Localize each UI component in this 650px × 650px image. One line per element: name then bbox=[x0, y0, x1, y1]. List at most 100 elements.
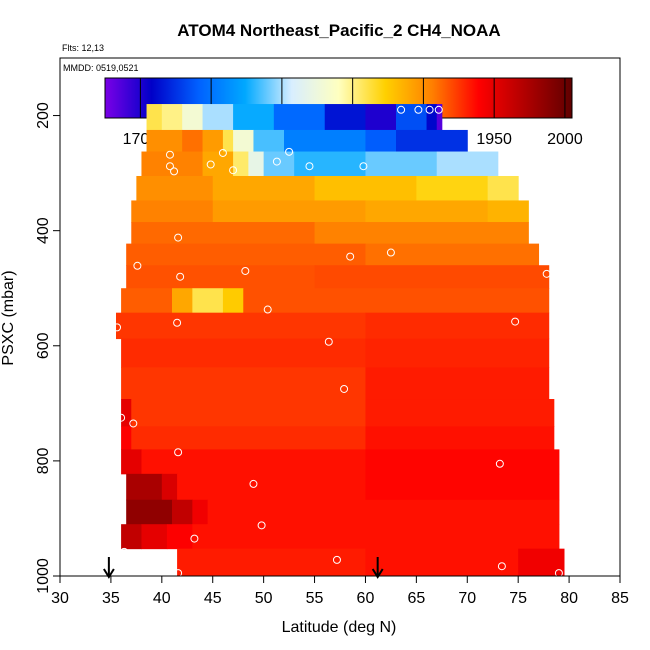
heatmap-cell bbox=[121, 288, 173, 314]
heatmap-cell bbox=[207, 499, 560, 525]
sample-point bbox=[397, 105, 406, 114]
heatmap-cell bbox=[141, 449, 366, 475]
sample-point bbox=[305, 162, 314, 171]
heatmap-cell bbox=[365, 200, 489, 223]
sample-point bbox=[176, 272, 185, 281]
sample-points bbox=[113, 105, 563, 578]
sample-point bbox=[386, 248, 395, 257]
sample-point bbox=[542, 269, 551, 278]
heatmap-cell bbox=[126, 265, 316, 289]
sample-point bbox=[229, 166, 238, 175]
sample-point bbox=[263, 305, 272, 314]
heatmap-cell bbox=[161, 473, 178, 501]
x-tick-label: 80 bbox=[560, 590, 578, 607]
heatmap-cell bbox=[192, 524, 560, 550]
sample-point bbox=[359, 162, 368, 171]
x-tick-label: 65 bbox=[407, 590, 425, 607]
heatmap-cell bbox=[365, 129, 397, 153]
heatmap-cell bbox=[121, 338, 366, 368]
sample-point bbox=[495, 459, 504, 468]
heatmap-cell bbox=[121, 524, 142, 550]
y-tick-label: 200 bbox=[35, 102, 52, 129]
sample-point bbox=[206, 160, 215, 169]
heatmap-cell bbox=[396, 104, 428, 131]
heatmap-cell bbox=[426, 104, 438, 131]
heatmap-cell bbox=[365, 151, 438, 177]
x-tick-label: 70 bbox=[458, 590, 476, 607]
sample-point bbox=[324, 337, 333, 346]
heatmap-cell bbox=[131, 200, 214, 223]
heatmap-cell bbox=[284, 129, 366, 153]
sample-point bbox=[332, 555, 341, 564]
heatmap-cell bbox=[126, 243, 366, 266]
heatmap-cell bbox=[121, 426, 132, 450]
x-tick-label: 30 bbox=[51, 590, 69, 607]
heatmap-cell bbox=[192, 288, 224, 314]
heatmap-cell bbox=[131, 399, 366, 427]
colorbar-tick-label: 1950 bbox=[476, 131, 512, 148]
arrow-head bbox=[103, 568, 115, 579]
heatmap-cell bbox=[233, 104, 275, 131]
y-axis-label: PSXC (mbar) bbox=[0, 270, 17, 365]
heatmap-cell bbox=[416, 175, 489, 201]
heatmap-cell bbox=[131, 222, 316, 245]
heatmap-cell bbox=[126, 499, 173, 525]
y-tick-label: 800 bbox=[35, 447, 52, 474]
sample-point bbox=[190, 534, 199, 543]
heatmap-cell bbox=[314, 175, 417, 201]
sample-point bbox=[218, 148, 227, 157]
heatmap-cells bbox=[116, 104, 565, 577]
heatmap-cell bbox=[222, 129, 234, 153]
heatmap-cell bbox=[172, 499, 193, 525]
heatmap-cell bbox=[146, 104, 163, 131]
heatmap-cell bbox=[192, 499, 209, 525]
heatmap-cell bbox=[141, 524, 168, 550]
sample-point bbox=[241, 266, 250, 275]
x-tick-label: 60 bbox=[357, 590, 375, 607]
heatmap-cell bbox=[365, 367, 550, 400]
heatmap-cell bbox=[243, 288, 550, 314]
heatmap-cell bbox=[324, 104, 366, 131]
heatmap-cell bbox=[166, 524, 193, 550]
heatmap-cell bbox=[294, 151, 366, 177]
sample-point bbox=[272, 157, 281, 166]
x-tick-label: 50 bbox=[255, 590, 273, 607]
sample-point bbox=[170, 167, 179, 176]
y-axis: 200 400 600 800 1000 bbox=[35, 102, 60, 594]
heatmap-cell bbox=[172, 288, 193, 314]
heatmap-cell bbox=[365, 312, 550, 340]
heatmap-cell bbox=[365, 399, 555, 427]
heatmap-cell bbox=[365, 426, 555, 450]
sample-point bbox=[434, 105, 443, 114]
heatmap-cell bbox=[121, 367, 366, 400]
sample-point bbox=[346, 252, 355, 261]
heatmap-cell bbox=[177, 473, 366, 501]
heatmap-cell bbox=[487, 200, 529, 223]
heatmap-cell bbox=[126, 473, 163, 501]
heatmap-cell bbox=[253, 129, 285, 153]
heatmap-cell bbox=[146, 129, 183, 153]
heatmap-cell bbox=[182, 129, 204, 153]
heatmap-cell bbox=[365, 449, 560, 475]
y-tick-label: 1000 bbox=[35, 558, 52, 594]
heatmap-cell bbox=[116, 312, 366, 340]
heatmap-cell bbox=[365, 243, 540, 266]
heatmap-cell bbox=[365, 104, 397, 131]
x-tick-label: 55 bbox=[306, 590, 324, 607]
heatmap-cell bbox=[161, 104, 183, 131]
heatmap-cell bbox=[436, 104, 443, 131]
sample-point bbox=[249, 479, 258, 488]
heatmap-cell bbox=[182, 104, 204, 131]
heatmap-cell bbox=[177, 548, 366, 577]
heatmap-cell bbox=[141, 151, 204, 177]
plot-frame bbox=[59, 57, 621, 577]
heatmap-cell bbox=[365, 473, 560, 501]
heatmap-cell bbox=[273, 104, 326, 131]
sample-point bbox=[174, 233, 183, 242]
flight-arrows bbox=[103, 557, 384, 579]
sample-point bbox=[425, 105, 434, 114]
sample-point bbox=[165, 150, 174, 159]
sample-point bbox=[174, 448, 183, 457]
heatmap-cell bbox=[202, 129, 224, 153]
